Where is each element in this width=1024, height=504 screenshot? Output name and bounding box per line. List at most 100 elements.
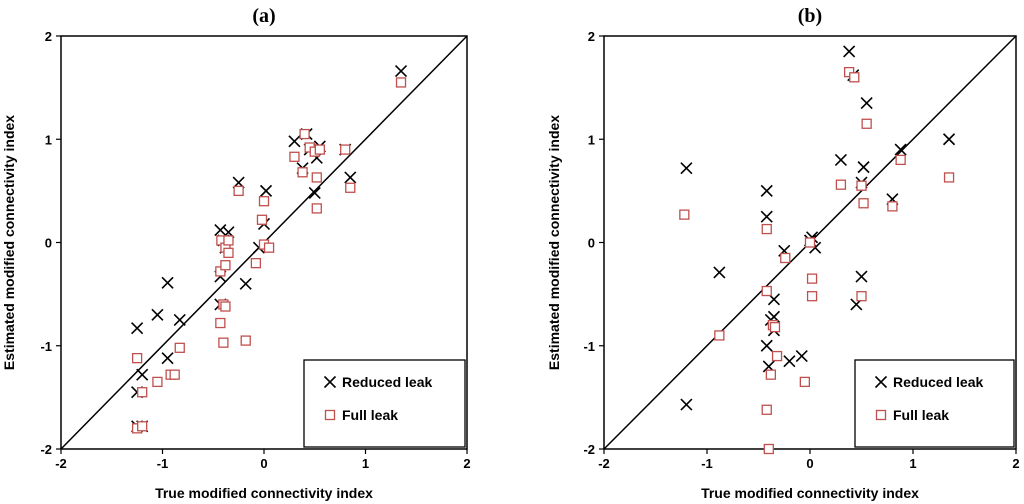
legend-marker-reduced-leak (874, 375, 888, 389)
data-point-full-leak (679, 209, 690, 220)
data-point-reduced-leak (855, 270, 868, 283)
data-point-reduced-leak (783, 355, 796, 368)
legend-box (303, 359, 466, 448)
data-point-full-leak (771, 350, 783, 362)
data-point-reduced-leak (942, 133, 956, 146)
x-tick-label: 0 (260, 456, 267, 471)
data-point-reduced-leak-stroke-2 (680, 398, 693, 411)
y-tick-label: -2 (40, 442, 52, 457)
data-point-full-leak (780, 252, 791, 264)
data-point-full-leak (806, 291, 818, 302)
data-point-reduced-leak (834, 153, 847, 166)
data-point-reduced-leak-stroke-2 (894, 143, 907, 156)
data-point-reduced-leak-stroke-2 (834, 153, 847, 166)
data-point-full-leak (174, 342, 185, 353)
y-tick-label: -1 (40, 339, 52, 354)
data-point-full-leak (761, 404, 772, 415)
legend-label-full-leak: Full leak (893, 407, 949, 423)
data-point-reduced-leak-stroke-2 (809, 241, 822, 254)
data-point-full-leak (220, 301, 231, 312)
data-point-reduced-leak-stroke-2 (394, 65, 408, 78)
y-tick-label: 0 (588, 236, 595, 251)
data-point-full-leak (806, 273, 818, 284)
data-point-reduced-leak-stroke-2 (214, 224, 227, 237)
y-tick-label: 2 (45, 29, 52, 44)
data-point-reduced-leak-stroke-2 (308, 186, 321, 200)
chart-panel-a: (a) -2 -1 0 1 2 -2 -1 0 1 2 True modified connectiv… (1, 5, 471, 501)
data-point-full-leak (137, 387, 148, 398)
data-point-reduced-leak (860, 97, 873, 110)
data-point-reduced-leak-stroke-2 (136, 368, 149, 381)
data-point-reduced-leak (894, 143, 907, 156)
data-point-reduced-leak (857, 161, 870, 174)
data-point-full-leak (215, 317, 226, 329)
panel-label: (b) (798, 5, 822, 27)
data-point-reduced-leak (760, 339, 773, 352)
data-point-reduced-leak-stroke-2 (161, 352, 174, 365)
x-tick-label: -2 (598, 456, 610, 471)
x-tick-label: 2 (463, 456, 470, 471)
x-axis-label: True modified connectivity index (701, 485, 919, 501)
legend-marker-reduced-leak-stroke-2 (323, 375, 337, 389)
y-tick-label: 1 (45, 132, 52, 147)
panel-label: (a) (252, 5, 275, 27)
data-point-reduced-leak (760, 184, 773, 197)
data-point-reduced-leak (214, 224, 227, 237)
data-point-reduced-leak (259, 184, 273, 197)
data-point-reduced-leak (344, 171, 357, 184)
data-point-reduced-leak-stroke-2 (259, 184, 273, 197)
y-axis-label: Estimated modified connectivity index (546, 115, 562, 370)
data-point-reduced-leak (680, 162, 693, 175)
y-tick-label: -2 (583, 442, 595, 457)
data-point-reduced-leak (795, 350, 808, 363)
data-point-full-leak (887, 201, 898, 212)
data-point-reduced-leak (308, 186, 321, 200)
data-point-reduced-leak-stroke-2 (344, 171, 357, 184)
data-point-full-leak (223, 235, 234, 246)
y-tick-label: 2 (588, 29, 595, 44)
series-x (680, 45, 956, 411)
data-point-full-leak (714, 330, 725, 341)
data-point-full-leak (761, 223, 772, 235)
data-point-full-leak (856, 180, 867, 191)
data-point-full-leak (169, 369, 180, 380)
y-axis-label: Estimated modified connectivity index (1, 115, 17, 370)
data-point-full-leak (856, 291, 867, 302)
data-point-full-leak (258, 196, 270, 207)
data-point-full-leak (250, 257, 262, 269)
data-point-full-leak (345, 182, 356, 193)
legend-marker-reduced-leak-stroke-2 (874, 375, 888, 389)
data-point-reduced-leak-stroke-2 (767, 293, 781, 306)
data-point-reduced-leak-stroke-2 (857, 161, 870, 174)
data-point-reduced-leak-stroke-2 (795, 350, 808, 363)
data-point-reduced-leak-stroke-2 (942, 133, 956, 146)
data-point-full-leak (799, 376, 810, 388)
data-point-full-leak (340, 144, 351, 155)
data-point-full-leak (314, 144, 325, 155)
data-point-reduced-leak-stroke-2 (151, 308, 164, 321)
legend: Reduced leak Full leak (303, 359, 466, 448)
data-point-full-leak (131, 352, 143, 364)
data-point-full-leak (761, 285, 772, 297)
data-point-full-leak (299, 128, 310, 140)
data-point-reduced-leak-stroke-2 (288, 135, 301, 148)
x-tick-label: 0 (806, 456, 813, 471)
data-point-full-leak (297, 167, 308, 178)
chart-panel-b: (b) -2 -1 0 1 2 -2 -1 0 1 2 True modified connectiv… (546, 5, 1020, 501)
data-point-reduced-leak-stroke-2 (161, 276, 174, 289)
y-tick-label: 0 (45, 236, 52, 251)
x-tick-label: 1 (362, 456, 369, 471)
x-axis-label: True modified connectivity index (155, 485, 373, 501)
data-point-reduced-leak (394, 65, 408, 78)
data-point-reduced-leak-stroke-2 (760, 210, 773, 223)
x-tick-label: 2 (1012, 456, 1019, 471)
legend-label-reduced-leak: Reduced leak (893, 374, 983, 390)
y-tick-label: -1 (583, 339, 595, 354)
legend-marker-full-leak (875, 409, 887, 421)
data-point-full-leak (137, 421, 148, 432)
data-point-full-leak (152, 376, 163, 388)
data-point-full-leak (835, 179, 847, 190)
data-point-reduced-leak-stroke-2 (680, 162, 693, 175)
data-point-reduced-leak (760, 210, 773, 223)
